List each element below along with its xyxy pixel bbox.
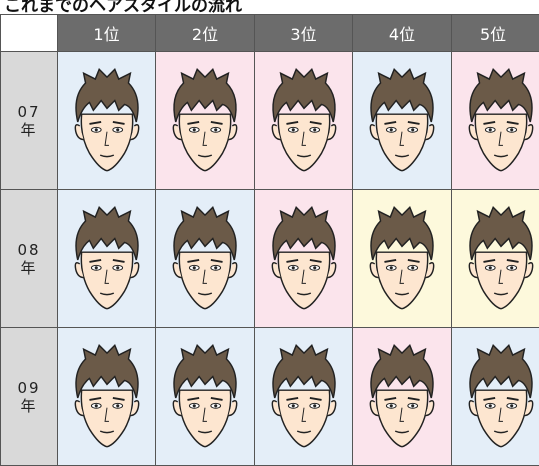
hairstyle-illustration	[68, 66, 146, 176]
column-header-text: 5位	[480, 25, 507, 44]
hairstyle-cell	[155, 51, 255, 190]
row-label: 09 年	[0, 327, 58, 466]
hairstyle-illustration	[265, 342, 343, 452]
column-header: 5位	[451, 14, 539, 52]
hairstyle-cell	[57, 189, 156, 328]
hairstyle-cell	[57, 51, 156, 190]
hairstyle-illustration	[166, 342, 244, 452]
year: 08	[17, 240, 41, 259]
hairstyle-illustration	[68, 342, 146, 452]
hairstyle-illustration	[363, 204, 441, 314]
hairstyle-cell	[254, 51, 353, 190]
hairstyle-illustration	[166, 66, 244, 176]
hairstyle-illustration	[462, 204, 539, 314]
hairstyle-illustration	[363, 342, 441, 452]
hairstyle-cell	[451, 189, 539, 328]
hairstyle-cell	[451, 51, 539, 190]
column-header: 2位	[155, 14, 255, 52]
hairstyle-illustration	[265, 204, 343, 314]
row-label: 07 年	[0, 51, 58, 190]
corner-cell	[0, 14, 58, 52]
year: 09	[17, 378, 41, 397]
year-suffix: 年	[20, 396, 38, 415]
year: 07	[17, 102, 41, 121]
hairstyle-cell	[155, 327, 255, 466]
hairstyle-illustration	[462, 342, 539, 452]
hairstyle-illustration	[68, 204, 146, 314]
row: 07 年	[0, 51, 539, 190]
page-title: これまでのヘアスタイルの流れ	[4, 0, 242, 16]
hairstyle-cell	[352, 327, 452, 466]
row: 09 年	[0, 327, 539, 466]
row-label: 08 年	[0, 189, 58, 328]
hairstyle-cell	[352, 51, 452, 190]
column-header: 4位	[352, 14, 452, 52]
hairstyle-illustration	[166, 204, 244, 314]
hairstyle-cell	[254, 189, 353, 328]
column-header: 3位	[254, 14, 353, 52]
hairstyle-illustration	[462, 66, 539, 176]
hairstyle-cell	[254, 327, 353, 466]
hairstyle-cell	[57, 327, 156, 466]
hairstyle-cell	[352, 189, 452, 328]
year-suffix: 年	[20, 258, 38, 277]
hairstyle-cell	[155, 189, 255, 328]
row: 08 年	[0, 189, 539, 328]
year-suffix: 年	[20, 120, 38, 139]
column-header: 1位	[57, 14, 156, 52]
hairstyle-cell	[451, 327, 539, 466]
ranking-table: 1位 2位 3位 4位 5位 07 年 08 年 09 年	[0, 14, 539, 466]
header-row: 1位 2位 3位 4位 5位	[0, 14, 539, 52]
hairstyle-illustration	[363, 66, 441, 176]
hairstyle-illustration	[265, 66, 343, 176]
